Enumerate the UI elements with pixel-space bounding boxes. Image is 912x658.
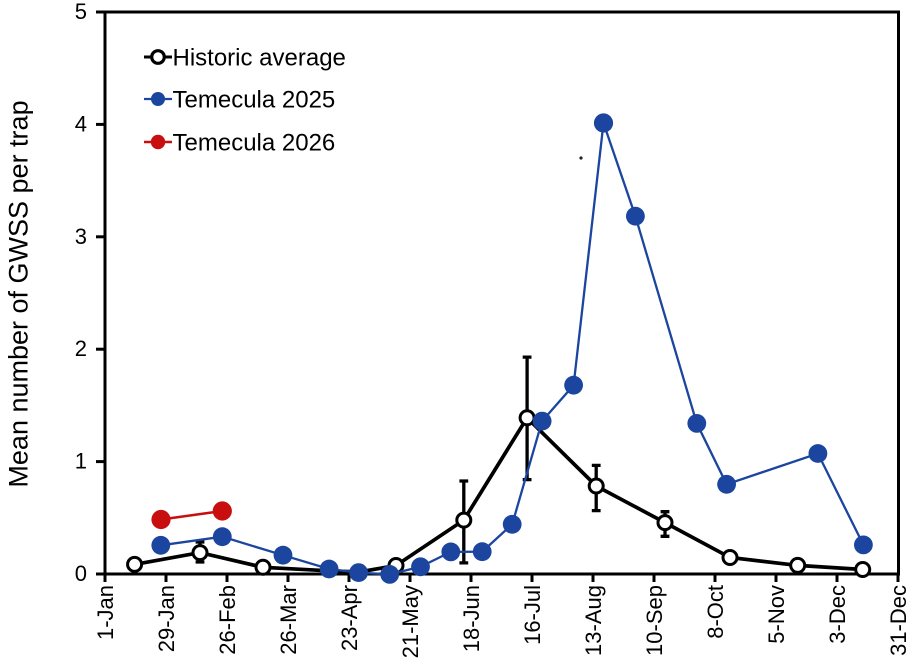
svg-text:10-Sep: 10-Sep xyxy=(642,585,667,656)
svg-text:31-Dec: 31-Dec xyxy=(886,585,911,656)
svg-text:18-Jun: 18-Jun xyxy=(459,585,484,652)
svg-text:21-May: 21-May xyxy=(398,585,423,658)
svg-text:26-Mar: 26-Mar xyxy=(276,585,301,655)
svg-text:2: 2 xyxy=(75,336,87,361)
svg-text:23-Apr: 23-Apr xyxy=(337,585,362,651)
svg-text:1-Jan: 1-Jan xyxy=(93,585,118,640)
svg-text:26-Feb: 26-Feb xyxy=(215,585,240,655)
svg-text:16-Jul: 16-Jul xyxy=(520,585,545,645)
svg-text:8-Oct: 8-Oct xyxy=(703,585,728,639)
svg-text:29-Jan: 29-Jan xyxy=(154,585,179,652)
svg-text:3: 3 xyxy=(75,224,87,249)
svg-text:Temecula 2026: Temecula 2026 xyxy=(173,129,336,156)
svg-text:1: 1 xyxy=(75,449,87,474)
svg-text:Mean number of GWSS per trap: Mean number of GWSS per trap xyxy=(4,100,34,487)
svg-text:13-Aug: 13-Aug xyxy=(581,585,606,656)
svg-text:5-Nov: 5-Nov xyxy=(764,585,789,644)
svg-text:5: 5 xyxy=(75,0,87,24)
svg-text:Historic average: Historic average xyxy=(173,44,346,71)
svg-text:3-Dec: 3-Dec xyxy=(825,585,850,644)
svg-text:0: 0 xyxy=(75,561,87,586)
svg-text:Temecula 2025: Temecula 2025 xyxy=(173,86,336,113)
svg-text:4: 4 xyxy=(75,111,87,136)
